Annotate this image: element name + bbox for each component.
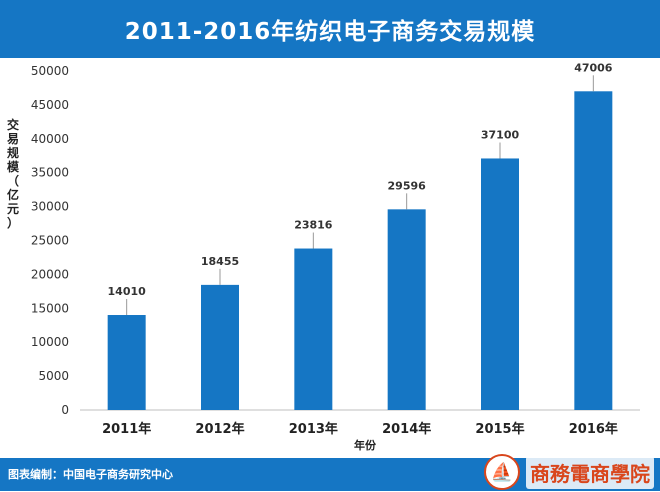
y-tick-label: 5000 — [38, 369, 69, 383]
y-tick-label: 50000 — [31, 64, 69, 78]
bar — [107, 315, 146, 410]
y-tick-label: 0 — [61, 403, 69, 417]
data-label: 23816 — [294, 219, 333, 232]
y-tick-label: 30000 — [31, 200, 69, 214]
y-tick-label: 40000 — [31, 132, 69, 146]
footer-bar: 图表编制：中国电子商务研究中心 ⛵ 商務電商學院 — [0, 454, 660, 491]
x-tick-label: 2015年 — [475, 421, 524, 437]
logo: ⛵ 商務電商學院 — [484, 452, 654, 492]
x-axis-label: 年份 — [354, 439, 376, 452]
y-axis-label: 交易规模（亿元） — [6, 118, 20, 230]
y-axis-label-char: 规 — [6, 146, 19, 160]
data-label: 29596 — [388, 179, 427, 192]
source-note: 图表编制：中国电子商务研究中心 — [8, 468, 173, 481]
y-tick-label: 25000 — [31, 234, 69, 248]
data-label: 47006 — [574, 61, 613, 74]
data-label: 37100 — [481, 128, 520, 141]
y-axis-label-char: 亿 — [6, 188, 19, 202]
chart-title-bar: 2011-2016年纺织电子商务交易规模 — [0, 0, 660, 58]
y-axis-label-char: ） — [6, 216, 19, 230]
y-axis-label-char: 模 — [6, 160, 19, 174]
x-tick-label: 2011年 — [102, 421, 151, 437]
y-axis-label-char: （ — [6, 174, 19, 188]
y-axis-label-char: 元 — [6, 202, 19, 216]
bar — [387, 209, 426, 410]
logo-text: 商務電商學院 — [526, 455, 654, 489]
bar-chart: 0 5000 10000 15000 20000 25000 30000 35000 40000… — [31, 61, 640, 437]
y-tick-label: 35000 — [31, 166, 69, 180]
bar — [574, 91, 613, 410]
x-tick-label: 2014年 — [382, 421, 431, 437]
chart-title: 2011-2016年纺织电子商务交易规模 — [124, 19, 536, 45]
bar — [201, 284, 239, 410]
x-tick-label: 2012年 — [195, 421, 244, 437]
y-tick-label: 45000 — [31, 98, 69, 112]
y-tick-label: 15000 — [31, 301, 69, 315]
bar — [481, 158, 519, 410]
y-axis-label-char: 交 — [6, 118, 19, 132]
x-tick-label: 2016年 — [569, 421, 618, 437]
x-tick-label: 2013年 — [289, 421, 338, 437]
logo-emblem-icon: ⛵ — [484, 454, 520, 490]
data-label: 18455 — [201, 255, 239, 268]
y-tick-label: 20000 — [31, 267, 69, 281]
y-tick-label: 10000 — [31, 335, 69, 349]
y-axis-label-char: 易 — [6, 132, 19, 146]
bar — [294, 248, 333, 410]
data-label: 14010 — [108, 285, 147, 298]
